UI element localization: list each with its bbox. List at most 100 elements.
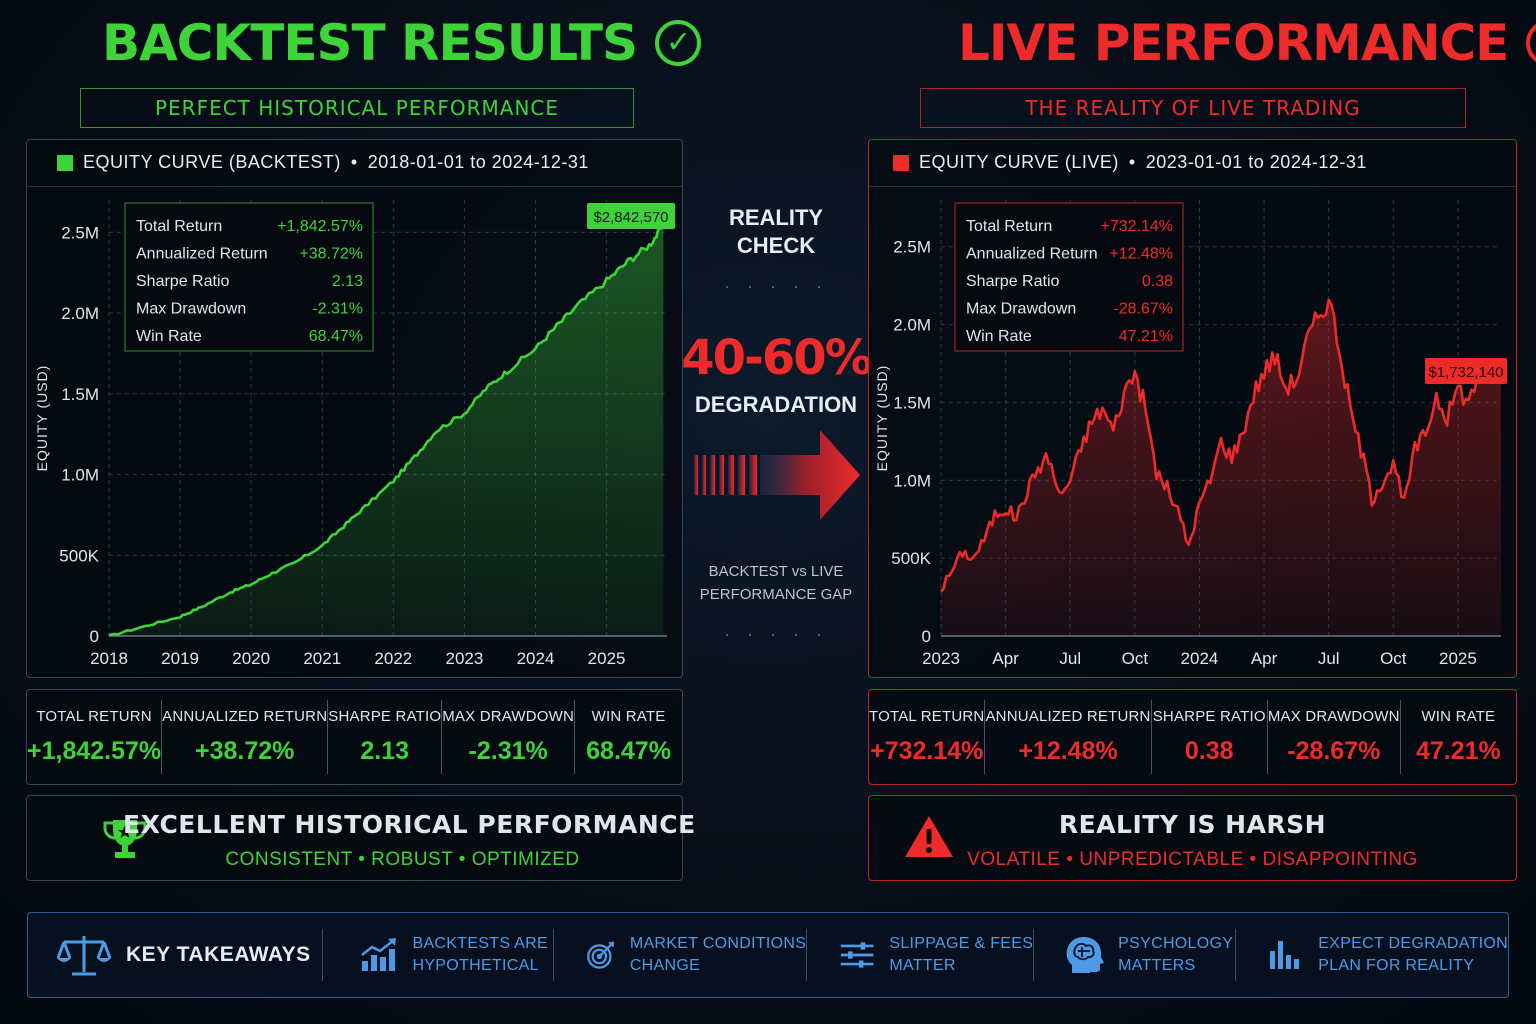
end-value-badge	[1425, 358, 1507, 384]
stat-value: 2.13	[360, 737, 410, 765]
backtest-verdict-panel: EXCELLENT HISTORICAL PERFORMANCE CONSIST…	[26, 795, 695, 881]
stat-cell: MAX DRAWDOWN -28.67%	[1268, 700, 1401, 774]
degradation-block: 40-60% DEGRADATION	[676, 330, 876, 418]
takeaway-market: MARKET CONDITIONS CHANGE	[586, 933, 806, 977]
takeaway-line1: SLIPPAGE & FEES	[889, 935, 1034, 952]
backtest-title: BACKTEST RESULTS ✓	[102, 14, 702, 72]
stat-label: SHARPE RATIO	[1152, 708, 1266, 725]
check-circle-icon: ✓	[655, 20, 702, 66]
backtest-chart-title: EQUITY CURVE (BACKTEST)	[83, 152, 341, 172]
backtest-equity-chart: 0 500K 1.0M 1.5M 2.0M 2.5M 2018 2019 2020 2021 202…	[34, 200, 675, 668]
inset-stats-box	[954, 202, 1184, 352]
separator	[806, 929, 808, 981]
y-tick-label: 500K	[891, 549, 931, 568]
end-value-badge	[587, 203, 675, 229]
x-tick-label: 2018	[90, 649, 128, 668]
y-tick-label: 1.5M	[61, 385, 99, 404]
stat-label: TOTAL RETURN	[869, 708, 985, 725]
key-takeaways-bar: KEY TAKEAWAYS BACKTESTS ARE HYPOTHETICAL …	[27, 912, 1509, 998]
stat-cell: MAX DRAWDOWN -2.31%	[442, 700, 576, 774]
live-verdict-subtitle: VOLATILE • UNPREDICTABLE • DISAPPOINTING	[967, 849, 1418, 870]
y-tick-label: 0	[922, 627, 931, 646]
y-axis-label: EQUITY (USD)	[34, 365, 50, 472]
inset-stat-value: +1,842.57%	[277, 218, 363, 235]
y-tick-label: 500K	[59, 546, 99, 565]
backtest-chart-header: EQUITY CURVE (BACKTEST) • 2018-01-01 to …	[57, 152, 589, 173]
inset-stat-label: Sharpe Ratio	[136, 273, 229, 290]
live-verdict-panel: REALITY IS HARSH VOLATILE • UNPREDICTABL…	[868, 795, 1517, 881]
chart-header-divider	[869, 186, 1516, 187]
takeaway-line2: HYPOTHETICAL	[412, 957, 539, 974]
y-tick-label: 1.0M	[893, 471, 931, 490]
inset-stat-value: 0.38	[1142, 273, 1173, 290]
stat-value: -28.67%	[1287, 737, 1381, 765]
red-square-icon	[893, 154, 909, 171]
inset-stat-label: Total Return	[136, 218, 222, 235]
backtest-verdict-subtitle: CONSISTENT • ROBUST • OPTIMIZED	[225, 849, 580, 870]
x-tick-label: Jul	[1318, 649, 1340, 668]
separator	[321, 929, 323, 981]
backtest-chart-panel: EQUITY CURVE (BACKTEST) • 2018-01-01 to …	[26, 139, 683, 678]
inset-stat-label: Total Return	[966, 218, 1052, 235]
live-chart-panel: EQUITY CURVE (LIVE) • 2023-01-01 to 2024…	[868, 139, 1517, 678]
y-axis-label: EQUITY (USD)	[874, 365, 890, 472]
bullet-separator: •	[1128, 152, 1136, 172]
key-takeaways-heading: KEY TAKEAWAYS	[56, 932, 322, 978]
y-tick-label: 2.5M	[61, 223, 99, 242]
bullet-separator: •	[350, 152, 358, 172]
separator	[1033, 929, 1035, 981]
x-tick-label: Apr	[992, 649, 1019, 668]
y-tick-label: 2.0M	[893, 316, 931, 335]
dots-divider-top: · · · · ·	[724, 276, 828, 296]
stat-cell: SHARPE RATIO 2.13	[328, 700, 443, 774]
stat-label: MAX DRAWDOWN	[1267, 708, 1400, 725]
bar-chart-icon	[1270, 941, 1300, 969]
x-tick-label: Oct	[1122, 649, 1149, 668]
equity-area	[941, 299, 1501, 636]
x-tick-label: 2019	[161, 649, 199, 668]
inset-stat-label: Annualized Return	[966, 246, 1098, 263]
backtest-chart-range: 2018-01-01 to 2024-12-31	[367, 152, 589, 172]
arrow-right-icon	[694, 430, 860, 520]
degradation-value: 40-60%	[681, 330, 873, 386]
inset-stat-label: Max Drawdown	[966, 301, 1076, 318]
backtest-stats-panel: TOTAL RETURN +1,842.57% ANNUALIZED RETURN +…	[26, 689, 683, 785]
x-tick-label: Oct	[1380, 649, 1407, 668]
live-stats-panel: TOTAL RETURN +732.14% ANNUALIZED RETURN +12…	[868, 689, 1517, 785]
live-subtitle: THE REALITY OF LIVE TRADING	[920, 88, 1466, 128]
stat-value: +12.48%	[1018, 737, 1118, 765]
stat-cell: TOTAL RETURN +732.14%	[869, 700, 986, 774]
gap-block: BACKTEST vs LIVE PERFORMANCE GAP · · · ·…	[676, 560, 876, 645]
stat-value: +732.14%	[870, 737, 984, 765]
inset-stat-value: -28.67%	[1113, 301, 1173, 318]
stat-value: 0.38	[1184, 737, 1234, 765]
reality-check-line2: CHECK	[736, 233, 816, 258]
x-tick-label: 2020	[232, 649, 270, 668]
takeaway-slippage: SLIPPAGE & FEES MATTER	[839, 933, 1033, 977]
stat-cell: WIN RATE 47.21%	[1401, 700, 1516, 774]
takeaway-psychology: PSYCHOLOGY MATTERS	[1064, 933, 1235, 977]
end-value-label: $2,842,570	[593, 209, 668, 226]
key-takeaways-title: KEY TAKEAWAYS	[126, 943, 311, 966]
separator	[553, 929, 555, 981]
stat-cell: SHARPE RATIO 0.38	[1152, 700, 1268, 774]
takeaway-line2: PLAN FOR REALITY	[1318, 957, 1475, 974]
stat-label: WIN RATE	[1421, 708, 1496, 725]
inset-stat-value: +38.72%	[299, 246, 363, 263]
end-value-label: $1,732,140	[1428, 364, 1503, 381]
live-verdict-title: REALITY IS HARSH	[1058, 810, 1327, 839]
live-title: LIVE PERFORMANCE ✕	[958, 14, 1536, 72]
gap-line1: BACKTEST vs LIVE	[708, 563, 844, 580]
reality-check-line1: REALITY	[728, 205, 824, 230]
stat-label: ANNUALIZED RETURN	[985, 708, 1151, 725]
inset-stat-value: +12.48%	[1109, 246, 1173, 263]
live-chart-range: 2023-01-01 to 2024-12-31	[1145, 152, 1367, 172]
stat-cell: TOTAL RETURN +1,842.57%	[27, 700, 163, 774]
takeaway-line1: BACKTESTS ARE	[412, 935, 548, 952]
x-tick-label: 2022	[374, 649, 412, 668]
live-equity-chart: 0 500K 1.0M 1.5M 2.0M 2.5M 2023 Apr Jul Oct 2024 Ap…	[874, 200, 1507, 668]
takeaway-line2: MATTERS	[1118, 957, 1196, 974]
target-icon	[587, 941, 615, 969]
degradation-label: DEGRADATION	[694, 392, 858, 417]
warning-icon	[905, 816, 953, 857]
